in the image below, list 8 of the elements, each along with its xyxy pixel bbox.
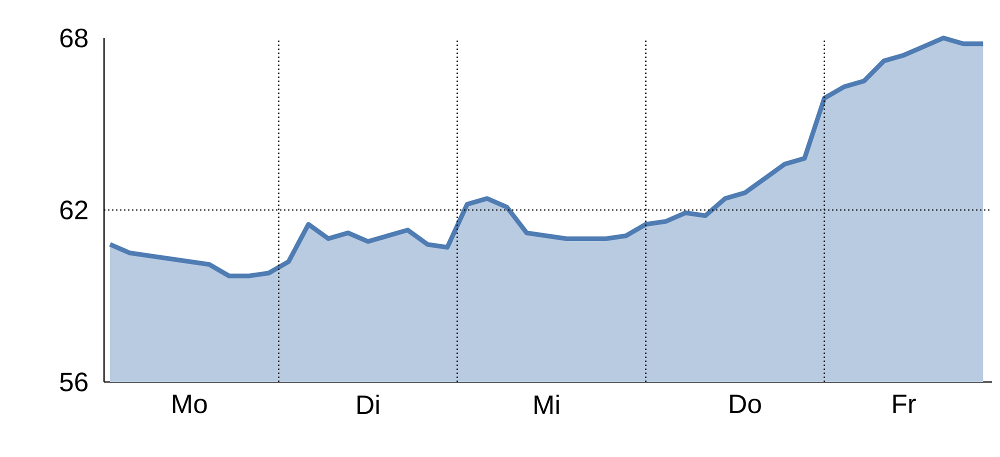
y-tick-label: 56 [60, 372, 88, 392]
x-tick-label: Di [358, 394, 379, 414]
y-tick-label: 62 [60, 200, 88, 220]
x-tick-label: Do [730, 394, 761, 414]
x-tick-label: Mo [173, 394, 207, 414]
x-tick-label: Fr [893, 394, 916, 414]
x-tick-label: Mi [534, 394, 559, 414]
y-tick-label: 68 [60, 28, 88, 48]
